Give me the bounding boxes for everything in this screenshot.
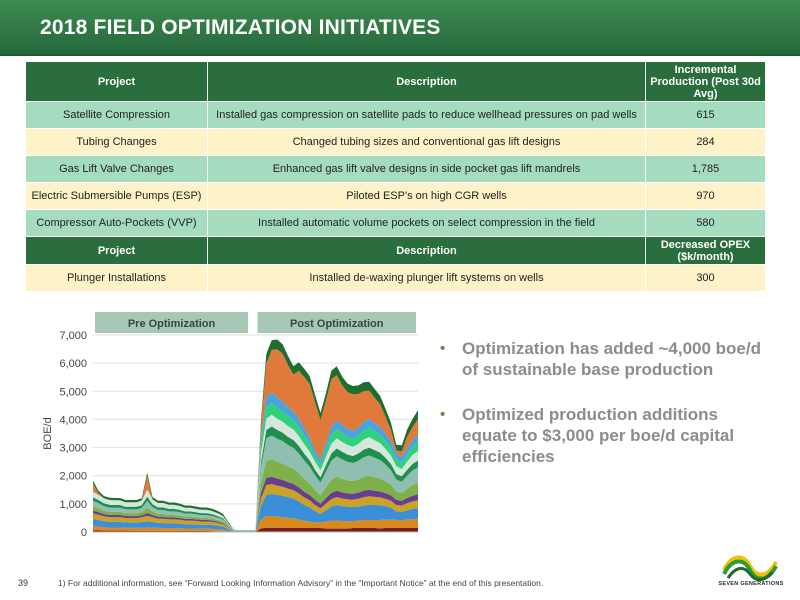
table-row: Electric Submersible Pumps (ESP) Piloted… xyxy=(25,182,766,210)
area-series-5 xyxy=(93,459,418,532)
value-cell: 970 xyxy=(645,182,766,210)
area-series-4 xyxy=(93,476,418,532)
area-series-6 xyxy=(93,435,418,531)
area-series-7 xyxy=(93,426,418,531)
area-series-10 xyxy=(93,392,418,531)
y-tick-label: 5,000 xyxy=(59,386,87,398)
area-series-1 xyxy=(93,515,418,532)
table-row: Plunger Installations Installed de-waxin… xyxy=(25,264,766,292)
company-logo-icon xyxy=(722,555,778,582)
table-row: Compressor Auto-Pockets (VVP) Installed … xyxy=(25,209,766,237)
table-row: Satellite Compression Installed gas comp… xyxy=(25,101,766,129)
table-header-row: Project Description Incremental Producti… xyxy=(25,61,766,102)
bullet-dot-icon: • xyxy=(440,340,446,357)
period-label-box xyxy=(95,312,249,333)
area-series-8 xyxy=(93,414,418,531)
column-header-project: Project xyxy=(25,61,208,102)
y-axis-label: BOE/d xyxy=(42,417,54,449)
area-series-11 xyxy=(93,349,418,531)
y-tick-label: 0 xyxy=(81,527,87,539)
y-tick-label: 3,000 xyxy=(59,443,87,455)
footnote: 1) For additional information, see “Forw… xyxy=(58,578,544,588)
column-header-description: Description xyxy=(207,61,646,102)
table-row: Tubing Changes Changed tubing sizes and … xyxy=(25,128,766,156)
description-cell: Enhanced gas lift valve designs in side … xyxy=(207,155,646,183)
project-cell: Tubing Changes xyxy=(25,128,208,156)
project-cell: Gas Lift Valve Changes xyxy=(25,155,208,183)
initiatives-table: Project Description Incremental Producti… xyxy=(25,61,766,292)
period-label: Pre Optimization xyxy=(128,318,216,330)
bullet-point: • Optimization has added ~4,000 boe/d of… xyxy=(440,338,770,380)
description-cell: Changed tubing sizes and conventional ga… xyxy=(207,128,646,156)
description-cell: Installed gas compression on satellite p… xyxy=(207,101,646,129)
y-tick-label: 1,000 xyxy=(59,499,87,511)
value-cell: 615 xyxy=(645,101,766,129)
project-cell: Electric Submersible Pumps (ESP) xyxy=(25,182,208,210)
bullet-text: Optimized production additions equate to… xyxy=(462,405,735,466)
area-series-2 xyxy=(93,494,418,532)
production-area-chart: Pre Optimization Post Optimization 0 1,000 2… xyxy=(42,312,418,539)
value-cell: 580 xyxy=(645,209,766,237)
y-tick-label: 6,000 xyxy=(59,358,87,370)
y-tick-label: 7,000 xyxy=(59,330,87,342)
area-series-3 xyxy=(93,484,418,532)
key-points: • Optimization has added ~4,000 boe/d of… xyxy=(440,338,770,491)
project-cell: Plunger Installations xyxy=(25,264,208,292)
bullet-text: Optimization has added ~4,000 boe/d of s… xyxy=(462,339,761,379)
bullet-point: • Optimized production additions equate … xyxy=(440,404,770,467)
page-title: 2018 FIELD OPTIMIZATION INITIATIVES xyxy=(40,16,441,39)
period-label: Post Optimization xyxy=(290,318,384,330)
logo-text: SEVEN GENERATIONS xyxy=(718,581,784,587)
value-cell: 300 xyxy=(645,264,766,292)
bullet-dot-icon: • xyxy=(440,406,446,423)
project-cell: Satellite Compression xyxy=(25,101,208,129)
description-cell: Installed de-waxing plunger lift systems… xyxy=(207,264,646,292)
area-series-0 xyxy=(93,527,418,532)
title-banner: 2018 FIELD OPTIMIZATION INITIATIVES xyxy=(0,0,800,56)
column-header-decreased-opex: Decreased OPEX ($k/month) xyxy=(645,236,766,265)
y-tick-label: 4,000 xyxy=(59,414,87,426)
column-header-project: Project xyxy=(25,236,208,265)
column-header-description: Description xyxy=(207,236,646,265)
value-cell: 284 xyxy=(645,128,766,156)
project-cell: Compressor Auto-Pockets (VVP) xyxy=(25,209,208,237)
page-number: 39 xyxy=(18,578,29,588)
period-label-box xyxy=(257,312,416,333)
table-header-row-opex: Project Description Decreased OPEX ($k/m… xyxy=(25,236,766,265)
description-cell: Piloted ESP's on high CGR wells xyxy=(207,182,646,210)
area-series-9 xyxy=(93,402,418,531)
table-row: Gas Lift Valve Changes Enhanced gas lift… xyxy=(25,155,766,183)
column-header-incremental-production: Incremental Production (Post 30d Avg) xyxy=(645,61,766,102)
value-cell: 1,785 xyxy=(645,155,766,183)
y-tick-label: 2,000 xyxy=(59,471,87,483)
description-cell: Installed automatic volume pockets on se… xyxy=(207,209,646,237)
